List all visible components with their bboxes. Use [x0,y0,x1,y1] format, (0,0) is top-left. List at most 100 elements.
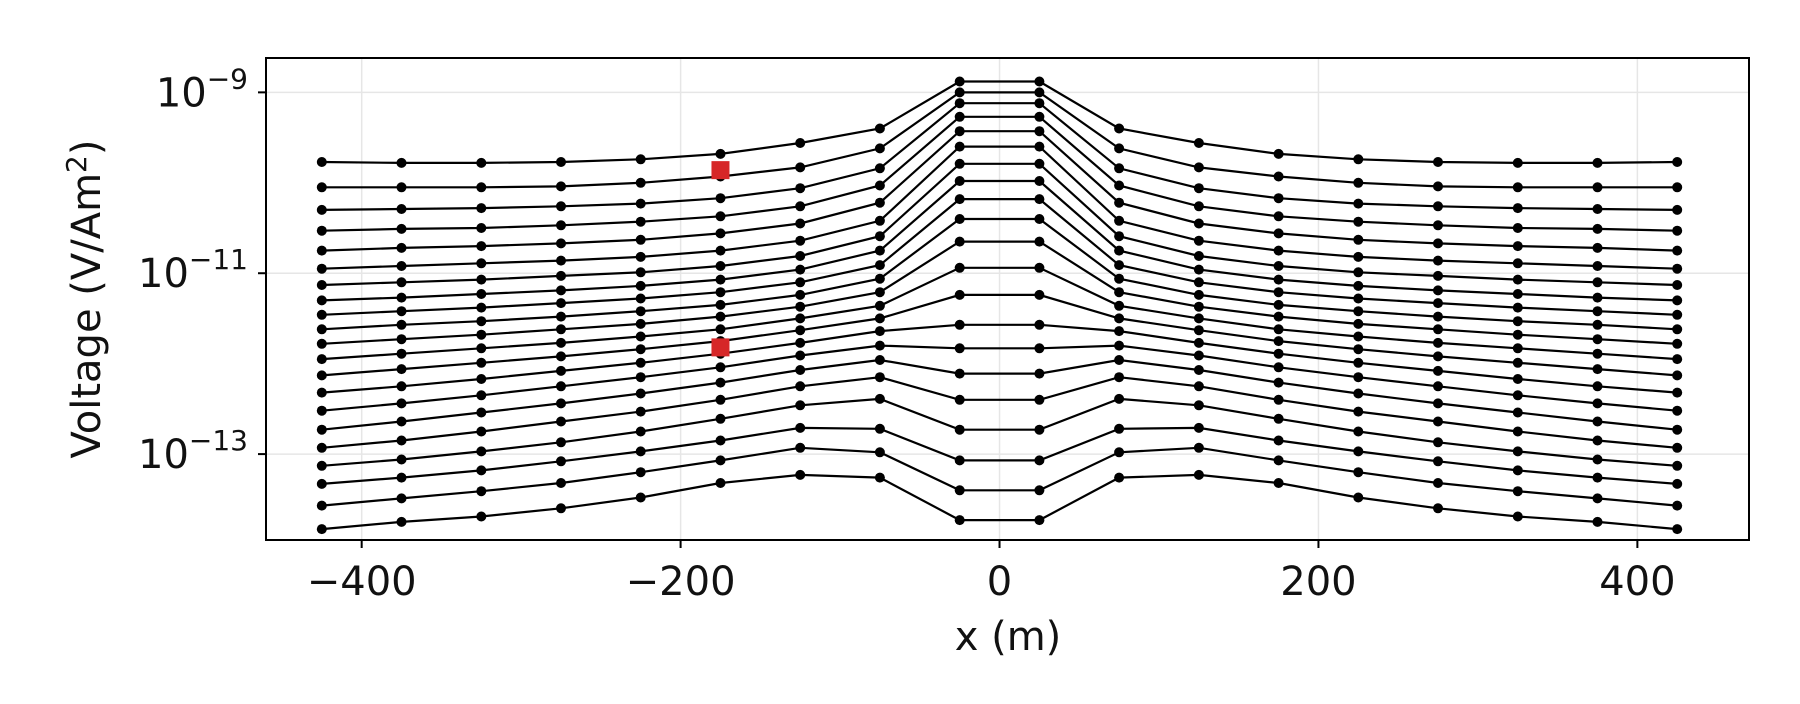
data-point [1672,324,1683,335]
data-point [874,231,885,242]
data-point [556,351,566,362]
data-point [1433,311,1443,322]
data-point [556,456,566,467]
data-point [1273,287,1284,298]
data-point [1512,329,1523,340]
data-point [396,454,407,465]
data-point [1433,270,1443,281]
data-point [635,372,646,383]
data-point [316,324,327,335]
data-point [476,374,487,384]
data-point [1672,424,1683,435]
data-point [1193,218,1204,229]
data-point [954,87,965,98]
data-point [396,416,407,427]
data-point [1592,306,1603,317]
data-point [316,442,327,453]
data-point [1512,374,1523,384]
data-point [635,198,646,209]
data-point [1273,324,1284,335]
data-point [954,176,965,186]
data-point [1512,316,1523,327]
data-point [1353,306,1364,317]
data-point [1114,340,1125,351]
data-point [795,183,806,194]
data-point [1273,245,1284,256]
data-point [635,492,646,503]
data-point [715,148,726,159]
data-point [1592,398,1603,409]
data-point [1034,76,1045,87]
data-point [715,435,726,446]
data-point [1512,407,1523,418]
data-point [1193,162,1204,173]
data-point [1672,309,1683,320]
data-point [1353,331,1364,342]
data-point [1592,261,1603,271]
data-point [1034,368,1045,379]
series-line-20 [321,446,1678,507]
data-point [715,261,726,271]
data-point [1512,465,1523,476]
data-point [1114,273,1125,284]
data-point [1114,215,1125,226]
data-point [316,295,327,306]
data-point [1433,157,1443,167]
data-point [1433,381,1443,392]
data-point [556,381,566,392]
series-line-7 [321,162,1678,287]
data-point [635,357,646,368]
data-point [795,201,806,212]
data-point [1034,424,1045,435]
series-line-14 [321,323,1678,394]
data-point [795,162,806,173]
data-point [1512,426,1523,437]
data-point [1433,298,1443,309]
data-point [476,157,487,168]
data-point [635,177,646,188]
data-point [795,218,806,229]
data-point [1273,274,1284,285]
series-line-12 [321,266,1678,361]
data-point [1672,280,1683,290]
data-point [1353,280,1364,291]
data-point [396,306,407,317]
data-point [1114,313,1125,324]
data-point [1114,245,1125,256]
data-point [1353,372,1364,383]
data-point [556,437,566,448]
data-point [954,194,965,205]
data-point [1273,394,1284,405]
data-point [795,381,806,392]
data-point [1592,157,1603,168]
data-point [316,500,327,511]
data-point [954,485,965,496]
data-point [874,355,885,365]
data-point [556,478,566,488]
data-point [1353,388,1364,399]
data-point [1433,285,1443,296]
data-point [874,163,885,174]
data-point [1273,377,1284,388]
data-point [1034,394,1045,405]
data-point [1592,416,1603,427]
data-point [1034,236,1045,247]
data-point [1353,426,1364,437]
data-point [1512,302,1523,313]
data-point [476,223,487,233]
data-point [1353,216,1364,227]
data-point [1592,319,1603,330]
data-point [635,426,646,437]
data-point [1433,220,1443,231]
data-point [635,318,646,329]
data-point [795,442,806,453]
y-tick-base: 10 [138,251,189,297]
data-point [396,348,407,359]
series-line-19 [321,426,1678,485]
data-point [874,180,885,191]
data-point [1114,326,1125,337]
data-point [316,405,327,416]
data-point [556,503,566,514]
data-point [1592,204,1603,214]
